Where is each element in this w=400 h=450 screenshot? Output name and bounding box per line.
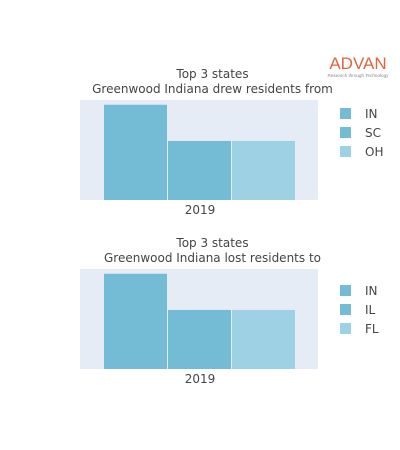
bar-sc <box>168 140 231 200</box>
x-tick-label: 2019 <box>185 203 216 217</box>
legend-item-oh[interactable]: OH <box>340 142 383 161</box>
legend-swatch <box>340 108 351 119</box>
legend-swatch <box>340 285 351 296</box>
legend-item-il[interactable]: IL <box>340 300 379 319</box>
legend-swatch <box>340 304 351 315</box>
chart-title-line-2: Greenwood Indiana drew residents from <box>92 82 333 96</box>
legend-label: IN <box>365 283 378 298</box>
bar-chart: 2019 <box>80 100 318 217</box>
legend-item-fl[interactable]: FL <box>340 319 379 338</box>
legend-item-sc[interactable]: SC <box>340 123 383 142</box>
chart-title: Top 3 states Greenwood Indiana lost resi… <box>60 236 365 266</box>
legend-label: OH <box>365 144 384 159</box>
chart-title-line-1: Top 3 states <box>176 67 249 81</box>
advan-logo: ADVAN Research through Technology <box>328 54 390 78</box>
bar-il <box>168 309 231 369</box>
legend-item-in[interactable]: IN <box>340 281 379 300</box>
legend-swatch <box>340 146 351 157</box>
chart-title-line-1: Top 3 states <box>176 236 249 250</box>
logo-tagline: Research through Technology <box>328 73 390 78</box>
legend-item-in[interactable]: IN <box>340 104 383 123</box>
legend-label: IN <box>365 106 378 121</box>
logo-wordmark: ADVAN <box>329 54 386 73</box>
legend-label: IL <box>365 302 376 317</box>
chart-legend: IN SC OH <box>340 104 383 161</box>
bar-chart: 2019 <box>80 269 318 386</box>
chart-legend: IN IL FL <box>340 281 379 338</box>
chart-title-line-2: Greenwood Indiana lost residents to <box>103 251 321 265</box>
chart-title: Top 3 states Greenwood Indiana drew resi… <box>60 67 365 97</box>
legend-swatch <box>340 127 351 138</box>
legend-label: SC <box>365 125 381 140</box>
x-tick-label: 2019 <box>185 372 216 386</box>
bar-oh <box>232 140 295 200</box>
bar-in <box>104 273 167 369</box>
legend-label: FL <box>365 321 379 336</box>
bar-fl <box>232 309 295 369</box>
bar-in <box>104 104 167 200</box>
legend-swatch <box>340 323 351 334</box>
